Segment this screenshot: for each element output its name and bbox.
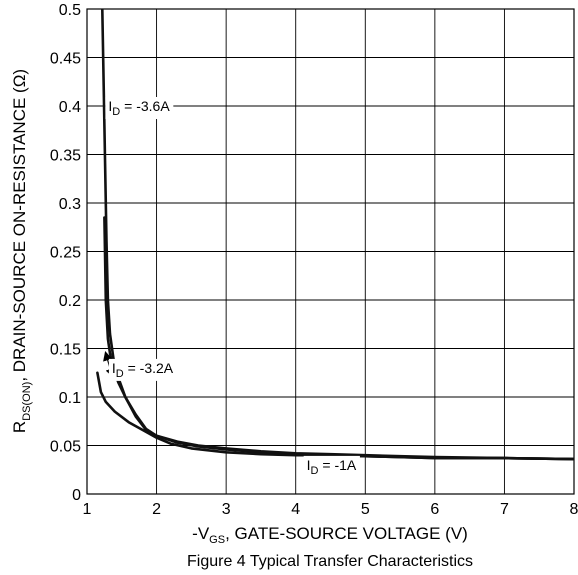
y-tick-label: 0 <box>72 487 81 504</box>
x-axis-label: -VGS, GATE-SOURCE VOLTAGE (V) <box>192 524 468 546</box>
y-tick-label: 0.25 <box>50 245 81 262</box>
x-tick-label: 2 <box>152 501 161 518</box>
x-tick-label: 3 <box>222 501 231 518</box>
annotation-background <box>105 97 174 119</box>
y-tick-label: 0.1 <box>59 390 81 407</box>
annotation-1: ID = -3.6A <box>105 97 174 119</box>
y-axis-label: RDS(ON), DRAIN-SOURCE ON-RESISTANCE (Ω) <box>10 69 33 433</box>
y-tick-label: 0.05 <box>50 439 81 456</box>
annotation-2: ID = -3.2A <box>108 358 177 381</box>
y-tick-label: 0.35 <box>50 148 81 165</box>
y-tick-label: 0.5 <box>59 2 81 19</box>
annotation-label: ID = -3.2A <box>112 360 174 380</box>
x-tick-label: 7 <box>500 501 509 518</box>
annotation-labels: ID = -3.6A ID = -3.2A ID = -1A <box>105 97 360 478</box>
y-tick-label: 0.3 <box>59 196 81 213</box>
y-tick-label: 0.4 <box>59 99 81 116</box>
annotation-background <box>108 358 177 381</box>
annotation-3: ID = -1A <box>303 455 360 478</box>
annotation-label: ID = -1A <box>307 457 357 477</box>
x-tick-label: 6 <box>430 501 439 518</box>
x-tick-label: 4 <box>291 501 300 518</box>
series-line-3 <box>96 371 574 461</box>
y-tick-label: 0.2 <box>59 293 81 310</box>
x-tick-label: 1 <box>83 501 92 518</box>
x-tick-labels: 1 2 3 4 5 6 7 8 <box>83 501 578 518</box>
x-tick-label: 8 <box>570 501 578 518</box>
x-tick-label: 5 <box>361 501 370 518</box>
plot-frame <box>86 8 575 495</box>
y-tick-label: 0.15 <box>50 342 81 359</box>
figure-caption: Figure 4 Typical Transfer Characteristic… <box>187 553 473 570</box>
y-tick-labels: 0 0.05 0.1 0.15 0.2 0.25 0.3 0.35 0.4 0.45 0.5 <box>50 2 81 504</box>
y-tick-label: 0.45 <box>50 51 81 68</box>
annotation-label: ID = -3.6A <box>108 98 170 118</box>
annotation-background <box>303 455 360 478</box>
